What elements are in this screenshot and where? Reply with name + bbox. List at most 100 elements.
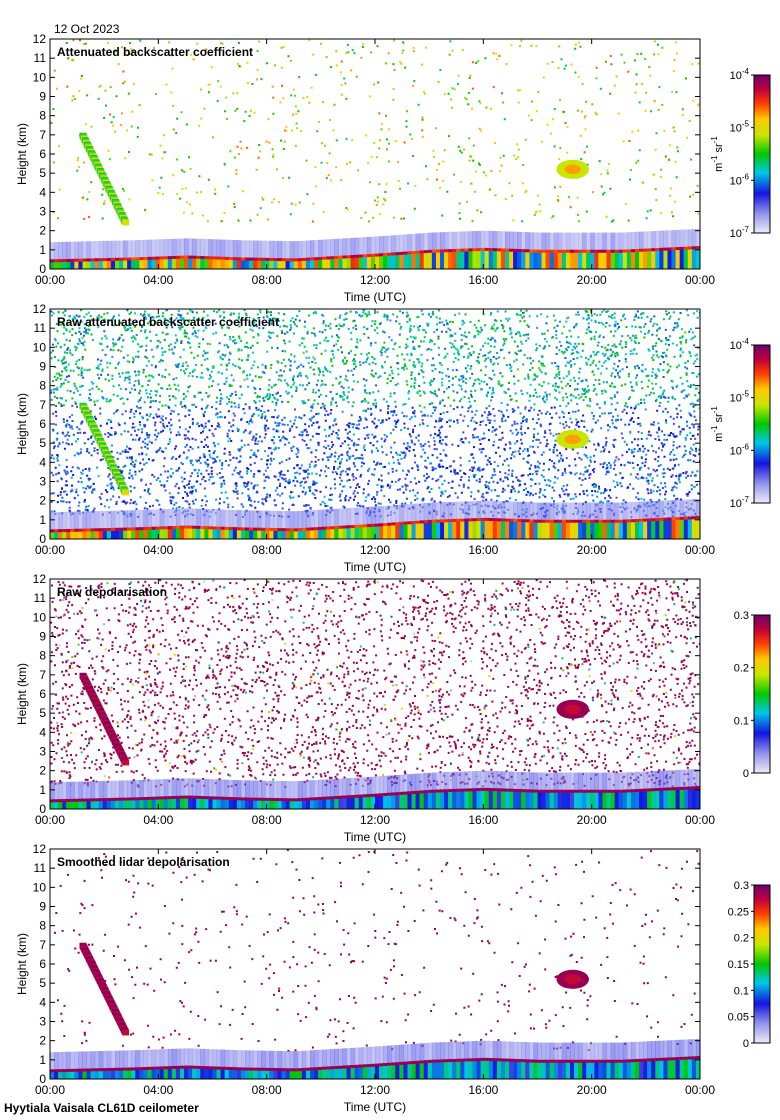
- heatmap-field: [50, 579, 700, 809]
- x-tick-label: 00:00: [685, 813, 715, 827]
- y-axis-label: Height (km): [15, 123, 29, 185]
- y-tick-label: 12: [33, 572, 47, 586]
- y-tick-label: 0: [39, 262, 46, 276]
- x-tick-label: 16:00: [468, 543, 498, 557]
- noise-speckle: [52, 41, 700, 223]
- y-tick-label: 6: [39, 957, 46, 971]
- colorbar-tick-label: 0.25: [728, 906, 749, 918]
- y-tick-label: 7: [39, 398, 46, 412]
- x-axis-label: Time (UTC): [344, 830, 406, 844]
- panel-title: Raw depolarisation: [57, 585, 167, 599]
- colorbar-tick-label: 0: [743, 1038, 749, 1050]
- x-tick-label: 00:00: [35, 273, 65, 287]
- colorbar-tick-label: 0.3: [734, 880, 749, 892]
- x-tick-label: 12:00: [360, 1083, 390, 1097]
- x-tick-label: 20:00: [577, 543, 607, 557]
- y-tick-label: 12: [33, 842, 47, 856]
- x-tick-label: 00:00: [685, 543, 715, 557]
- x-tick-label: 08:00: [252, 543, 282, 557]
- y-tick-label: 8: [39, 919, 46, 933]
- heatmap-field: [50, 39, 700, 269]
- heatmap-field: [50, 309, 700, 539]
- x-tick-label: 04:00: [143, 543, 173, 557]
- y-tick-label: 7: [39, 938, 46, 952]
- colorbar-tick-label: 0.15: [728, 959, 749, 971]
- y-axis-label: Height (km): [15, 933, 29, 995]
- panel-2: Raw attenuated backscatter coefficient 0 1…: [15, 302, 771, 574]
- plot-area: [50, 39, 700, 269]
- y-tick-label: 2: [39, 224, 46, 238]
- y-tick-label: 2: [39, 494, 46, 508]
- y-tick-label: 10: [33, 610, 47, 624]
- x-tick-label: 04:00: [143, 1083, 173, 1097]
- x-tick-label: 20:00: [577, 1083, 607, 1097]
- y-tick-label: 0: [39, 532, 46, 546]
- y-tick-label: 2: [39, 764, 46, 778]
- y-tick-label: 1: [39, 1053, 46, 1067]
- x-tick-label: 20:00: [577, 273, 607, 287]
- colorbar: [753, 884, 771, 1044]
- y-tick-label: 1: [39, 513, 46, 527]
- y-tick-label: 6: [39, 147, 46, 161]
- y-tick-label: 10: [33, 880, 47, 894]
- y-tick-label: 5: [39, 166, 46, 180]
- colorbar-tick-label: 0.3: [734, 610, 749, 622]
- colorbar-tick-label: 0.2: [734, 663, 749, 675]
- y-tick-label: 2: [39, 1034, 46, 1048]
- y-tick-label: 11: [34, 321, 47, 335]
- colorbar-tick-label: 0: [743, 768, 749, 780]
- x-tick-label: 00:00: [685, 273, 715, 287]
- y-tick-label: 3: [39, 1015, 46, 1029]
- colorbar-tick-label: 0.1: [734, 985, 749, 997]
- y-tick-label: 1: [39, 783, 46, 797]
- x-tick-label: 00:00: [35, 543, 65, 557]
- y-tick-label: 4: [39, 725, 46, 739]
- y-tick-label: 8: [39, 649, 46, 663]
- colorbar: [753, 74, 771, 234]
- x-axis-label: Time (UTC): [344, 290, 406, 304]
- x-axis-label: Time (UTC): [344, 1100, 406, 1114]
- y-tick-label: 0: [39, 1072, 46, 1086]
- y-tick-label: 4: [39, 185, 46, 199]
- y-tick-label: 3: [39, 745, 46, 759]
- colorbar-tick-label: 10-6: [730, 172, 750, 187]
- y-tick-label: 4: [39, 995, 46, 1009]
- x-axis-label: Time (UTC): [344, 560, 406, 574]
- colorbar-unit-label: m-1 sr-1: [710, 136, 725, 172]
- y-tick-label: 1: [39, 243, 46, 257]
- y-tick-label: 0: [39, 802, 46, 816]
- colorbar-tick-label: 0.2: [734, 933, 749, 945]
- y-tick-label: 7: [39, 128, 46, 142]
- x-tick-label: 00:00: [685, 1083, 715, 1097]
- y-axis-label: Height (km): [15, 663, 29, 725]
- colorbar-tick-label: 10-7: [730, 225, 750, 240]
- y-tick-label: 10: [33, 70, 47, 84]
- noise-speckle: [50, 404, 700, 518]
- colorbar: [753, 344, 771, 504]
- colorbar-tick-label: 10-4: [730, 337, 750, 352]
- x-tick-label: 12:00: [360, 543, 390, 557]
- y-tick-label: 8: [39, 109, 46, 123]
- y-tick-label: 8: [39, 379, 46, 393]
- y-tick-label: 9: [39, 900, 46, 914]
- y-tick-label: 5: [39, 436, 46, 450]
- x-tick-label: 16:00: [468, 273, 498, 287]
- instrument-label: Hyytiala Vaisala CL61D ceilometer: [4, 1101, 199, 1115]
- colorbar-unit-label: m-1 sr-1: [710, 406, 725, 442]
- y-tick-label: 11: [34, 51, 47, 65]
- colorbar-tick-label: 10-6: [730, 442, 750, 457]
- y-tick-label: 6: [39, 417, 46, 431]
- x-tick-label: 08:00: [252, 1083, 282, 1097]
- y-tick-label: 11: [34, 861, 47, 875]
- y-tick-label: 5: [39, 976, 46, 990]
- colorbar-tick-label: 0.1: [734, 715, 749, 727]
- x-tick-label: 12:00: [360, 813, 390, 827]
- colorbar-tick-label: 0.05: [728, 1012, 749, 1024]
- y-tick-label: 5: [39, 706, 46, 720]
- x-tick-label: 04:00: [143, 273, 173, 287]
- x-tick-label: 20:00: [577, 813, 607, 827]
- y-tick-label: 11: [34, 591, 47, 605]
- date-label: 12 Oct 2023: [54, 22, 120, 36]
